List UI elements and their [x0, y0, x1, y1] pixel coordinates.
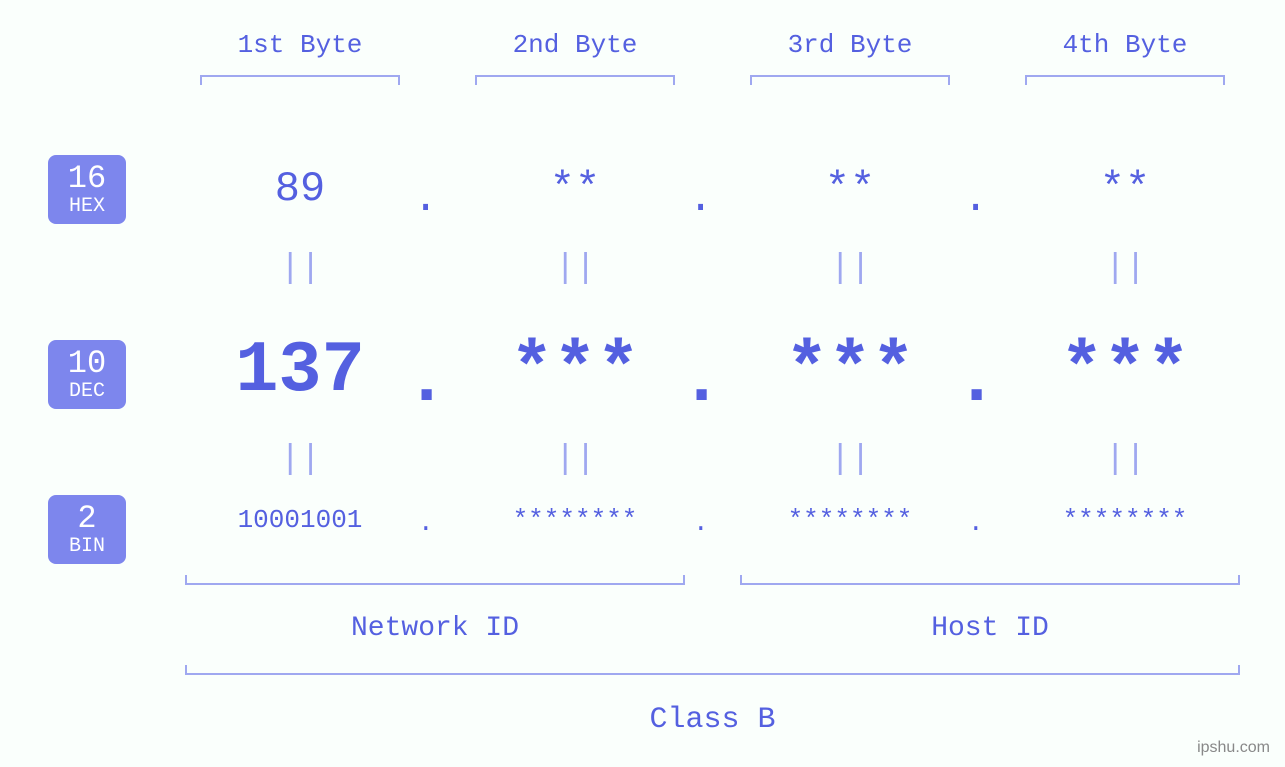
hex-base-number: 16: [62, 161, 112, 196]
hex-byte-1: 89: [180, 165, 420, 213]
byte-1-header: 1st Byte: [185, 30, 415, 60]
dec-byte-4: ***: [1005, 330, 1245, 412]
bin-dot-2: .: [693, 508, 709, 538]
equals-hex-dec-1: ||: [280, 250, 320, 288]
bin-badge: 2 BIN: [48, 495, 126, 564]
bin-base-number: 2: [62, 501, 112, 536]
dec-byte-2: ***: [455, 330, 695, 412]
equals-dec-bin-3: ||: [830, 441, 870, 479]
equals-hex-dec-2: ||: [555, 250, 595, 288]
hex-byte-4: **: [1005, 165, 1245, 213]
dec-base-name: DEC: [62, 381, 112, 403]
bin-dot-3: .: [968, 508, 984, 538]
byte-2-header: 2nd Byte: [460, 30, 690, 60]
hex-dot-2: .: [688, 175, 713, 223]
byte-4-bracket: [1025, 75, 1225, 85]
bin-byte-4: ********: [1005, 505, 1245, 535]
hex-dot-1: .: [413, 175, 438, 223]
equals-hex-dec-4: ||: [1105, 250, 1145, 288]
byte-3-bracket: [750, 75, 950, 85]
hex-byte-3: **: [730, 165, 970, 213]
hex-base-name: HEX: [62, 196, 112, 218]
class-bracket: [185, 665, 1240, 675]
dec-base-number: 10: [62, 346, 112, 381]
bin-base-name: BIN: [62, 536, 112, 558]
watermark: ipshu.com: [1197, 739, 1270, 757]
dec-byte-1: 137: [180, 330, 420, 412]
bin-dot-1: .: [418, 508, 434, 538]
bin-byte-1: 10001001: [180, 505, 420, 535]
hex-dot-3: .: [963, 175, 988, 223]
dec-dot-3: .: [955, 340, 998, 422]
dec-dot-2: .: [680, 340, 723, 422]
host-id-bracket: [740, 575, 1240, 585]
bin-byte-3: ********: [730, 505, 970, 535]
equals-hex-dec-3: ||: [830, 250, 870, 288]
dec-byte-3: ***: [730, 330, 970, 412]
byte-4-header: 4th Byte: [1010, 30, 1240, 60]
equals-dec-bin-4: ||: [1105, 441, 1145, 479]
class-label: Class B: [185, 703, 1240, 737]
equals-dec-bin-2: ||: [555, 441, 595, 479]
hex-byte-2: **: [455, 165, 695, 213]
bin-byte-2: ********: [455, 505, 695, 535]
diagram-container: 1st Byte 2nd Byte 3rd Byte 4th Byte 16 H…: [0, 0, 1285, 767]
byte-1-bracket: [200, 75, 400, 85]
hex-badge: 16 HEX: [48, 155, 126, 224]
equals-dec-bin-1: ||: [280, 441, 320, 479]
dec-dot-1: .: [405, 340, 448, 422]
byte-2-bracket: [475, 75, 675, 85]
network-id-bracket: [185, 575, 685, 585]
network-id-label: Network ID: [185, 613, 685, 644]
byte-3-header: 3rd Byte: [735, 30, 965, 60]
host-id-label: Host ID: [740, 613, 1240, 644]
dec-badge: 10 DEC: [48, 340, 126, 409]
